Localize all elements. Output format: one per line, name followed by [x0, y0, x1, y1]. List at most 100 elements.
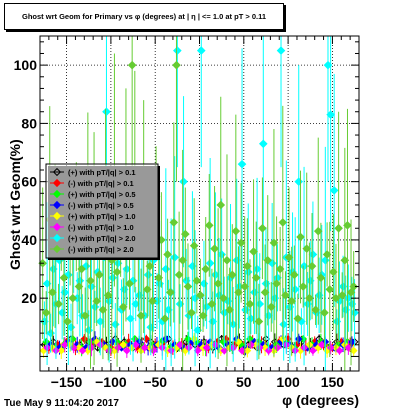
- data-point: [344, 343, 353, 352]
- data-point: [170, 253, 179, 262]
- data-point: [80, 335, 89, 343]
- y-tick-label: 60: [21, 174, 37, 190]
- legend-marker: [52, 200, 62, 210]
- data-point: [258, 139, 268, 149]
- data-point: [41, 308, 51, 318]
- data-point: [245, 299, 255, 309]
- data-point: [281, 290, 290, 300]
- data-point: [103, 290, 113, 300]
- data-point: [179, 177, 188, 186]
- data-point: [263, 255, 273, 265]
- data-point: [246, 340, 255, 349]
- data-point: [196, 46, 206, 55]
- data-point: [258, 223, 267, 233]
- data-point: [273, 343, 282, 352]
- x-tick-label: 100: [276, 374, 300, 390]
- data-point: [125, 279, 134, 288]
- legend: (+) with pT/|q| > 0.1 (-) with pT/|q| > 0…: [45, 163, 160, 260]
- data-point: [59, 273, 69, 283]
- legend-label: (-) with pT/|q| > 1.0: [68, 223, 134, 232]
- data-point: [278, 218, 288, 227]
- title-box: Ghost wrt Geom for Primary vs φ (degrees…: [4, 3, 284, 30]
- legend-label: (+) with pT/|q| > 0.1: [68, 168, 136, 177]
- data-point: [63, 317, 72, 326]
- data-point: [66, 322, 76, 332]
- data-point: [307, 261, 317, 271]
- data-point: [350, 308, 359, 318]
- x-axis-label: φ (degrees): [282, 392, 359, 408]
- x-tick-label: 150: [321, 374, 345, 390]
- data-point: [68, 293, 78, 303]
- data-point: [86, 276, 95, 286]
- data-point: [349, 282, 358, 291]
- data-point: [317, 340, 326, 349]
- data-point: [60, 340, 69, 349]
- data-point: [216, 200, 226, 210]
- data-point: [192, 276, 202, 286]
- data-point: [316, 273, 326, 283]
- data-point: [325, 285, 335, 294]
- data-point: [57, 346, 66, 355]
- data-point: [54, 299, 63, 309]
- data-point: [320, 308, 329, 318]
- data-point: [326, 343, 335, 352]
- data-point: [131, 340, 140, 349]
- legend-marker: [52, 167, 62, 177]
- data-point: [210, 244, 219, 253]
- data-point: [205, 258, 215, 268]
- data-point: [335, 346, 344, 355]
- data-point: [78, 346, 87, 355]
- x-tick-label: −150: [51, 374, 83, 390]
- data-point: [231, 226, 241, 236]
- data-point: [278, 335, 287, 343]
- data-point: [193, 346, 202, 355]
- data-point: [293, 314, 303, 323]
- data-point: [176, 340, 184, 349]
- legend-label: (+) with pT/|q| > 2.0: [68, 234, 136, 243]
- data-point: [90, 302, 100, 312]
- data-point: [243, 346, 252, 355]
- data-point: [217, 250, 226, 259]
- data-point: [222, 255, 232, 265]
- data-point: [298, 282, 308, 291]
- y-tick-label: 20: [21, 290, 37, 306]
- data-point: [290, 285, 300, 294]
- legend-marker: [52, 233, 62, 243]
- data-point: [254, 317, 264, 326]
- data-point: [196, 290, 205, 300]
- data-point: [272, 279, 281, 288]
- data-point: [149, 346, 158, 355]
- data-point: [202, 343, 211, 352]
- data-point: [173, 46, 182, 55]
- legend-label: (-) with pT/|q| > 2.0: [68, 245, 134, 254]
- data-point: [276, 46, 286, 55]
- data-point: [296, 232, 305, 242]
- data-point: [220, 346, 229, 355]
- data-point: [165, 288, 175, 297]
- data-point: [190, 293, 200, 303]
- legend-marker: [52, 189, 62, 199]
- timestamp: Tue May 9 11:04:20 2017: [4, 398, 119, 409]
- legend-label: (+) with pT/|q| > 0.5: [68, 190, 136, 199]
- data-point: [219, 293, 228, 303]
- data-point: [343, 221, 352, 230]
- y-tick-label: 40: [21, 232, 37, 248]
- data-point: [201, 264, 211, 274]
- data-point: [184, 335, 192, 343]
- legend-label: (-) with pT/|q| > 0.5: [68, 201, 134, 210]
- data-point: [329, 186, 339, 195]
- data-point: [69, 343, 78, 352]
- legend-marker: [52, 211, 62, 221]
- data-point: [112, 267, 122, 277]
- legend-label: (-) with pT/|q| > 0.1: [68, 179, 134, 188]
- data-layer: [38, 36, 359, 371]
- data-point: [264, 346, 273, 355]
- data-point: [148, 296, 157, 306]
- data-point: [189, 241, 199, 251]
- data-point: [227, 270, 237, 280]
- x-tick-label: −50: [143, 374, 167, 390]
- legend-box: [45, 163, 159, 259]
- data-point: [169, 218, 179, 227]
- data-point: [163, 250, 172, 259]
